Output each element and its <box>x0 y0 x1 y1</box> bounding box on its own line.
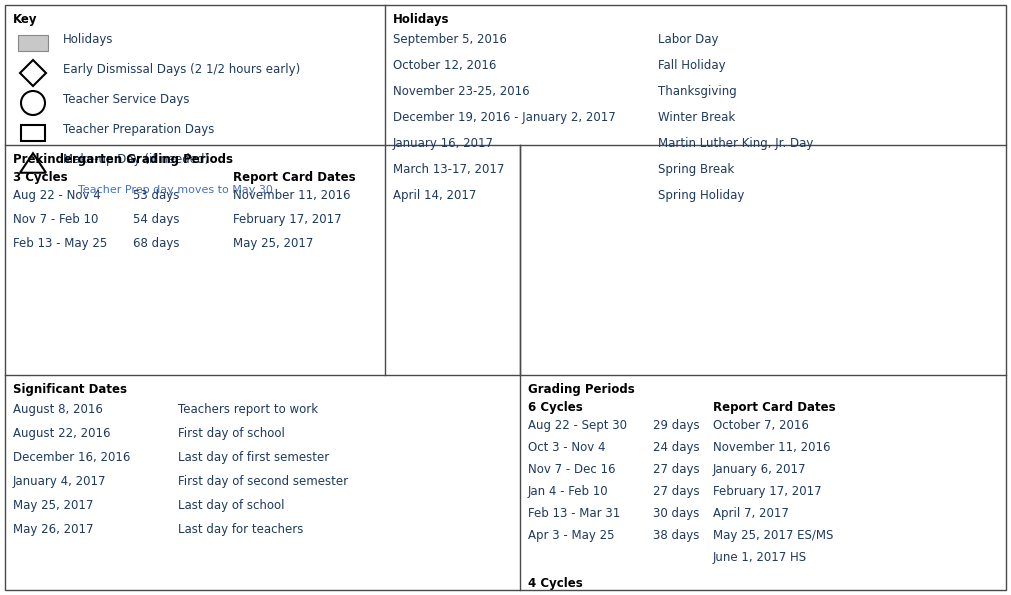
Text: 3 Cycles: 3 Cycles <box>13 171 68 184</box>
Text: Teachers report to work: Teachers report to work <box>178 403 318 416</box>
Text: Jan 4 - Feb 10: Jan 4 - Feb 10 <box>528 485 609 498</box>
Text: September 5, 2016: September 5, 2016 <box>393 33 507 46</box>
Text: August 22, 2016: August 22, 2016 <box>13 427 110 440</box>
Text: Martin Luther King, Jr. Day: Martin Luther King, Jr. Day <box>658 137 814 150</box>
Text: First day of second semester: First day of second semester <box>178 475 348 488</box>
Text: March 13-17, 2017: March 13-17, 2017 <box>393 163 504 176</box>
Text: Aug 22 - Sept 30: Aug 22 - Sept 30 <box>528 419 627 432</box>
Text: 6 Cycles: 6 Cycles <box>528 401 582 414</box>
Text: Key: Key <box>13 13 37 26</box>
Text: Teacher Service Days: Teacher Service Days <box>63 93 189 106</box>
Text: Nov 7 - Dec 16: Nov 7 - Dec 16 <box>528 463 616 476</box>
Text: January 4, 2017: January 4, 2017 <box>13 475 106 488</box>
Text: Spring Break: Spring Break <box>658 163 734 176</box>
Text: Feb 13 - May 25: Feb 13 - May 25 <box>13 237 107 250</box>
Text: 24 days: 24 days <box>653 441 700 454</box>
Text: 54 days: 54 days <box>133 213 180 226</box>
Text: April 14, 2017: April 14, 2017 <box>393 189 476 202</box>
Text: Teacher Preparation Days: Teacher Preparation Days <box>63 123 214 136</box>
Text: May 25, 2017: May 25, 2017 <box>13 499 93 512</box>
Text: December 16, 2016: December 16, 2016 <box>13 451 130 464</box>
Text: Holidays: Holidays <box>393 13 450 26</box>
Text: November 11, 2016: November 11, 2016 <box>713 441 830 454</box>
Text: Apr 3 - May 25: Apr 3 - May 25 <box>528 529 615 542</box>
Text: Significant Dates: Significant Dates <box>13 383 127 396</box>
Text: 30 days: 30 days <box>653 507 700 520</box>
Text: January 6, 2017: January 6, 2017 <box>713 463 807 476</box>
Text: November 11, 2016: November 11, 2016 <box>233 189 351 202</box>
Text: Winter Break: Winter Break <box>658 111 735 124</box>
Text: May 25, 2017: May 25, 2017 <box>233 237 313 250</box>
Text: Report Card Dates: Report Card Dates <box>713 401 836 414</box>
Text: 29 days: 29 days <box>653 419 700 432</box>
Bar <box>21 125 45 141</box>
Text: Oct 3 - Nov 4: Oct 3 - Nov 4 <box>528 441 606 454</box>
Text: Last day of first semester: Last day of first semester <box>178 451 330 464</box>
Text: February 17, 2017: February 17, 2017 <box>233 213 342 226</box>
Text: August 8, 2016: August 8, 2016 <box>13 403 103 416</box>
Text: Report Card Dates: Report Card Dates <box>233 171 356 184</box>
Bar <box>18 35 48 51</box>
Text: Thanksgiving: Thanksgiving <box>658 85 737 98</box>
Text: 53 days: 53 days <box>133 189 179 202</box>
Text: Prekindergarten Grading Periods: Prekindergarten Grading Periods <box>13 153 233 166</box>
Text: Fall Holiday: Fall Holiday <box>658 59 726 72</box>
Text: Last day for teachers: Last day for teachers <box>178 523 303 536</box>
Text: 27 days: 27 days <box>653 485 700 498</box>
Text: December 19, 2016 - January 2, 2017: December 19, 2016 - January 2, 2017 <box>393 111 616 124</box>
Text: First day of school: First day of school <box>178 427 285 440</box>
Text: April 7, 2017: April 7, 2017 <box>713 507 789 520</box>
Text: November 23-25, 2016: November 23-25, 2016 <box>393 85 530 98</box>
Text: 27 days: 27 days <box>653 463 700 476</box>
Text: February 17, 2017: February 17, 2017 <box>713 485 822 498</box>
Text: Holidays: Holidays <box>63 33 113 46</box>
Text: May 26, 2017: May 26, 2017 <box>13 523 93 536</box>
Text: January 16, 2017: January 16, 2017 <box>393 137 494 150</box>
Text: Aug 22 - Nov 4: Aug 22 - Nov 4 <box>13 189 101 202</box>
Text: Spring Holiday: Spring Holiday <box>658 189 744 202</box>
Text: Nov 7 - Feb 10: Nov 7 - Feb 10 <box>13 213 98 226</box>
Text: Teacher Prep day moves to May 30: Teacher Prep day moves to May 30 <box>78 185 273 195</box>
Text: Feb 13 - Mar 31: Feb 13 - Mar 31 <box>528 507 621 520</box>
Text: Early Dismissal Days (2 1/2 hours early): Early Dismissal Days (2 1/2 hours early) <box>63 63 300 76</box>
Text: 38 days: 38 days <box>653 529 700 542</box>
Text: June 1, 2017 HS: June 1, 2017 HS <box>713 551 807 564</box>
Text: May 25, 2017 ES/MS: May 25, 2017 ES/MS <box>713 529 833 542</box>
Text: 4 Cycles: 4 Cycles <box>528 577 582 590</box>
Text: Last day of school: Last day of school <box>178 499 284 512</box>
Text: Grading Periods: Grading Periods <box>528 383 635 396</box>
Text: October 7, 2016: October 7, 2016 <box>713 419 809 432</box>
Text: 68 days: 68 days <box>133 237 180 250</box>
Text: Labor Day: Labor Day <box>658 33 719 46</box>
Text: Make-up Day (if needed): Make-up Day (if needed) <box>63 153 209 166</box>
Text: October 12, 2016: October 12, 2016 <box>393 59 496 72</box>
